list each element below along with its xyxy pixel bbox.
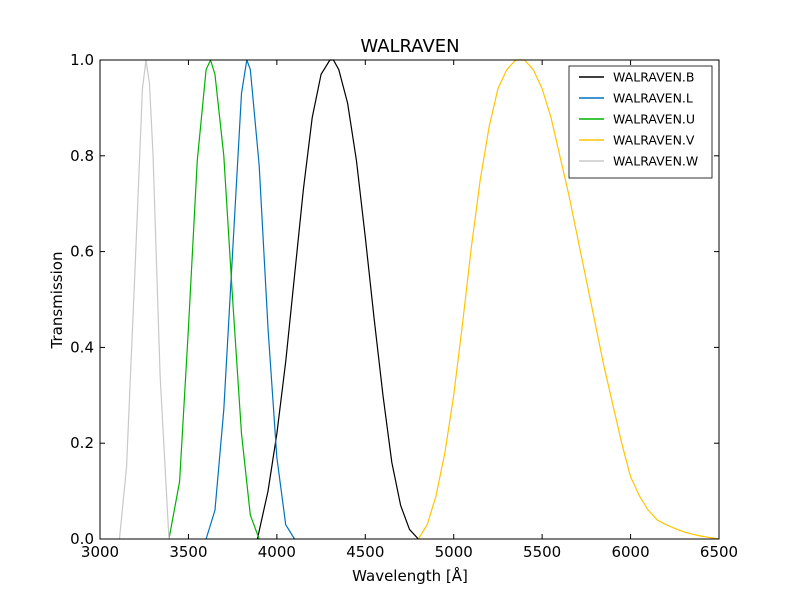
- y-axis-label: Transmission: [48, 252, 66, 350]
- plot-frame: [99, 59, 720, 540]
- y-tick-label: 0.0: [70, 530, 94, 548]
- x-tick-label: 3000: [81, 543, 119, 561]
- chart-title: WALRAVEN: [360, 36, 459, 57]
- axis-ticks: 3000 3500 4000 4500 5000 5500 6000 6500 0.0 0.2 0.…: [70, 51, 738, 561]
- y-tick-label: 0.2: [70, 434, 94, 452]
- y-tick-label: 0.6: [70, 243, 94, 261]
- legend-entry: WALRAVEN.U: [613, 112, 695, 127]
- legend-entry: WALRAVEN.V: [613, 133, 695, 148]
- legend-entry: WALRAVEN.L: [613, 91, 693, 106]
- legend-entry: WALRAVEN.W: [613, 154, 698, 169]
- plot-area: [99, 59, 720, 540]
- series-line-walraven-l: [205, 59, 296, 540]
- x-axis-label: Wavelength [Å]: [352, 566, 468, 585]
- series-line-walraven-v: [417, 59, 720, 540]
- x-tick-label: 3500: [169, 543, 207, 561]
- series-line-walraven-w: [118, 59, 170, 540]
- legend: WALRAVEN.B WALRAVEN.L WALRAVEN.U WALRAVEN.V…: [568, 65, 713, 179]
- y-tick-label: 0.4: [70, 338, 94, 356]
- x-tick-label: 4500: [346, 543, 384, 561]
- legend-entry: WALRAVEN.B: [613, 70, 694, 85]
- x-tick-label: 5500: [523, 543, 561, 561]
- legend-box: [568, 65, 713, 179]
- series-line-walraven-u: [168, 59, 260, 540]
- x-tick-label: 6000: [611, 543, 649, 561]
- x-tick-label: 6500: [700, 543, 738, 561]
- series-line-walraven-b: [256, 59, 419, 540]
- y-tick-label: 0.8: [70, 147, 94, 165]
- x-tick-label: 4000: [258, 543, 296, 561]
- x-tick-label: 5000: [435, 543, 473, 561]
- y-tick-label: 1.0: [70, 51, 94, 69]
